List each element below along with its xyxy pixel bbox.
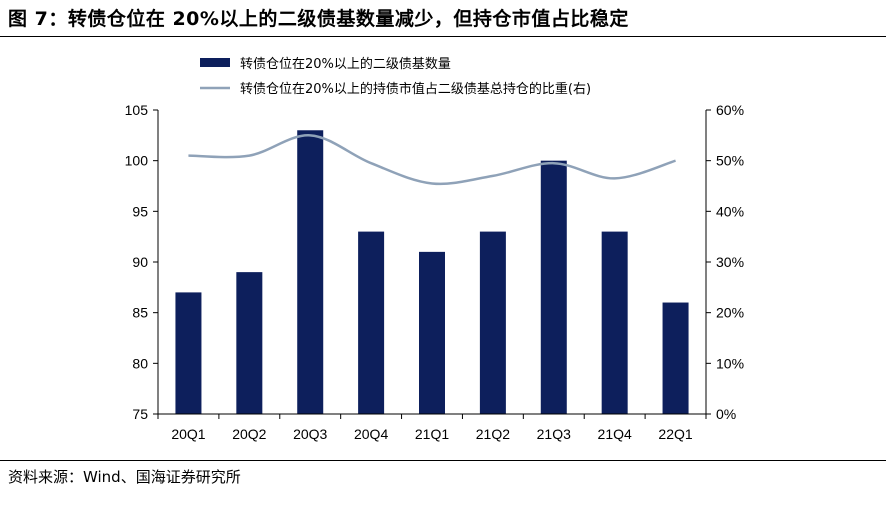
bar-20Q2 (236, 272, 263, 414)
left-tick-label: 80 (132, 355, 148, 371)
right-tick-label: 60% (716, 102, 744, 118)
left-tick-label: 85 (132, 305, 148, 321)
right-tick-label: 10% (716, 355, 744, 371)
share-line (188, 134, 676, 186)
left-tick-label: 75 (132, 406, 148, 422)
bar-20Q3 (297, 130, 324, 414)
title-divider (0, 36, 886, 37)
left-tick-label: 105 (125, 102, 149, 118)
left-tick-label: 95 (132, 203, 148, 219)
legend: 转债仓位在20%以上的二级债基数量 转债仓位在20%以上的持债市值占二级债基总持… (200, 56, 591, 97)
x-tick-label: 21Q2 (476, 426, 510, 442)
x-tick-label: 21Q3 (537, 426, 571, 442)
left-tick-label: 90 (132, 254, 148, 270)
bar-20Q4 (358, 231, 385, 414)
bar-21Q3 (540, 160, 567, 414)
legend-line-label: 转债仓位在20%以上的持债市值占二级债基总持仓的比重(右) (240, 81, 591, 97)
x-tick-label: 21Q1 (415, 426, 449, 442)
right-tick-label: 50% (716, 153, 744, 169)
x-tick-label: 20Q4 (354, 426, 388, 442)
axes: 75 80 85 90 95 100 105 0% 10% 20% 30% 40% 50% 60% 20Q1… (125, 102, 744, 442)
x-tick-label: 20Q2 (232, 426, 266, 442)
plot-area (175, 130, 689, 414)
bar-21Q1 (419, 251, 445, 414)
source-divider (0, 460, 886, 461)
bar-20Q1 (175, 292, 202, 414)
right-tick-label: 30% (716, 254, 744, 270)
combo-chart: 转债仓位在20%以上的二级债基数量 转债仓位在20%以上的持债市值占二级债基总持… (125, 56, 744, 442)
bar-21Q2 (479, 231, 506, 414)
x-tick-label: 20Q3 (293, 426, 327, 442)
x-tick-label: 20Q1 (171, 426, 205, 442)
source-note: 资料来源：Wind、国海证券研究所 (8, 468, 241, 486)
chart-title: 图 7：转债仓位在 20%以上的二级债基数量减少，但持仓市值占比稳定 (8, 8, 629, 30)
bar-22Q1 (662, 302, 689, 414)
right-tick-label: 20% (716, 305, 744, 321)
x-tick-label: 21Q4 (598, 426, 632, 442)
bar-21Q4 (601, 231, 628, 414)
x-tick-label: 22Q1 (658, 426, 692, 442)
legend-bar-swatch (200, 58, 230, 67)
right-tick-label: 40% (716, 203, 744, 219)
right-tick-label: 0% (716, 406, 736, 422)
left-tick-label: 100 (125, 153, 149, 169)
legend-bar-label: 转债仓位在20%以上的二级债基数量 (240, 56, 451, 72)
